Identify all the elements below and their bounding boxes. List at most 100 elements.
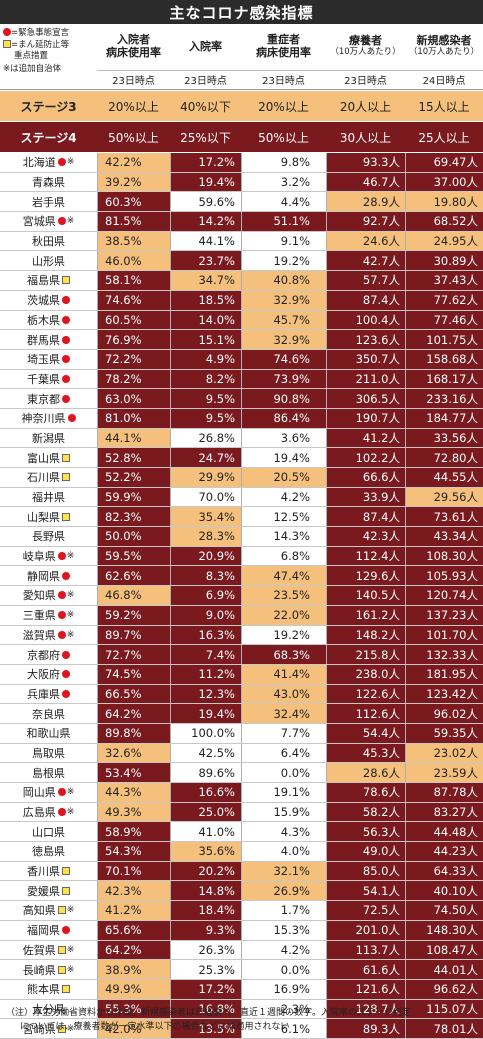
red-circle-icon xyxy=(57,552,66,561)
new-cases-cell: 77.46人 xyxy=(405,310,483,330)
column-divider xyxy=(405,212,406,231)
column-divider xyxy=(170,960,171,979)
prefecture-name: 奈良県 xyxy=(32,707,65,721)
admission-rate-cell: 35.4% xyxy=(170,507,241,527)
column-divider xyxy=(97,802,98,822)
severe-bed-usage-cell: 2.3% xyxy=(280,1001,310,1016)
prefecture-cell: 群馬県 xyxy=(0,330,97,349)
admission-rate-cell: 70.0% xyxy=(198,490,235,505)
prefecture-name: 山形県 xyxy=(32,254,65,268)
admission-rate-cell: 42.5% xyxy=(198,745,235,760)
bed-usage-cell: 52.2% xyxy=(97,468,170,487)
yellow-square-icon xyxy=(62,985,70,994)
recuperating-cell: 306.5人 xyxy=(326,389,405,408)
severe-bed-usage-cell: 73.9% xyxy=(241,369,326,389)
new-cases-cell: 64.33人 xyxy=(405,861,483,881)
red-circle-icon xyxy=(57,611,66,620)
table-row: 和歌山県 89.8% 100.0% 7.7% 54.4人 59.35人 xyxy=(0,723,483,744)
prefecture-name: 和歌山県 xyxy=(26,727,71,741)
severe-bed-usage-cell: 47.4% xyxy=(241,566,326,586)
admission-rate-cell: 19.4% xyxy=(170,172,241,192)
admission-rate-cell: 100.0% xyxy=(191,726,235,741)
column-divider xyxy=(405,802,406,822)
new-cases-cell: 33.56人 xyxy=(405,428,483,448)
prefecture-name: 秋田県 xyxy=(32,235,65,249)
column-divider xyxy=(97,448,98,467)
bed-usage-cell: 78.2% xyxy=(97,369,170,389)
admission-rate-cell: 14.2% xyxy=(170,212,241,231)
column-divider xyxy=(405,920,406,940)
column-divider xyxy=(405,979,406,999)
prefecture-cell: 島根県 xyxy=(0,763,97,782)
recuperating-cell: 54.4人 xyxy=(326,723,405,743)
table-row: 滋賀県 ※ 89.7% 16.3% 19.2% 148.2人 101.70人 xyxy=(0,625,483,646)
status-marker xyxy=(57,217,66,226)
stage3-threshold: 20人以上 xyxy=(339,99,392,114)
column-divider xyxy=(241,389,242,408)
bed-usage-cell: 60.3% xyxy=(97,192,170,212)
new-cases-cell: 181.95人 xyxy=(405,664,483,684)
recuperating-cell: 102.2人 xyxy=(326,448,405,467)
new-cases-cell: 184.77人 xyxy=(405,408,483,428)
footnote: （注）厚生労働省資料から作成。新規感染者は日経調べ、直近１週間の数字。入院率のス… xyxy=(0,1003,483,1039)
column-divider xyxy=(326,999,327,1019)
column-divider xyxy=(405,605,406,625)
prefecture-name: 静岡県 xyxy=(27,569,60,583)
status-marker xyxy=(57,906,66,915)
column-divider xyxy=(170,704,171,723)
column-divider xyxy=(326,881,327,901)
column-divider xyxy=(405,172,406,192)
status-marker xyxy=(62,571,70,580)
table-row: 山梨県 82.3% 35.4% 12.5% 87.4人 73.61人 xyxy=(0,507,483,528)
prefecture-cell: 愛知県 ※ xyxy=(0,586,97,605)
stage3-threshold: 20%以上 xyxy=(108,99,159,114)
prefecture-name: 岩手県 xyxy=(32,195,65,209)
recuperating-cell: 41.2人 xyxy=(326,428,405,448)
added-note-mark: ※ xyxy=(66,905,75,916)
column-divider xyxy=(405,704,406,723)
status-marker xyxy=(57,1024,66,1033)
bed-usage-cell: 72.7% xyxy=(97,645,170,664)
column-divider xyxy=(326,861,327,881)
recuperating-cell: 45.3人 xyxy=(326,743,405,763)
column-divider xyxy=(326,546,327,566)
column-divider xyxy=(405,546,406,566)
prefecture-name: 長野県 xyxy=(32,530,65,544)
prefecture-cell: 神奈川県 xyxy=(0,409,97,428)
column-header-bed-usage: 入院者 病床使用率 xyxy=(97,24,170,68)
new-cases-cell: 30.89人 xyxy=(405,251,483,271)
column-divider xyxy=(405,290,406,310)
table-row: 秋田県 38.5% 44.1% 9.1% 24.6人 24.95人 xyxy=(0,231,483,252)
column-divider xyxy=(326,605,327,625)
prefecture-cell: 愛媛県 xyxy=(0,881,97,900)
yellow-square-icon xyxy=(62,473,70,482)
prefecture-name: 岡山県 xyxy=(22,786,56,800)
status-marker xyxy=(57,591,66,600)
recuperating-cell: 201.0人 xyxy=(326,920,405,940)
recuperating-cell: 42.3人 xyxy=(326,527,405,546)
bed-usage-cell: 42.0% xyxy=(97,1019,170,1038)
column-divider xyxy=(241,349,242,369)
column-divider xyxy=(405,743,406,763)
column-divider xyxy=(241,684,242,704)
status-marker xyxy=(62,926,70,935)
column-divider xyxy=(170,783,171,802)
column-divider xyxy=(97,408,98,428)
severe-bed-usage-cell: 6.1% xyxy=(280,1021,310,1036)
column-divider xyxy=(405,408,406,428)
recuperating-cell: 54.1人 xyxy=(326,881,405,901)
status-marker xyxy=(62,886,70,895)
bed-usage-cell: 58.1% xyxy=(97,271,170,290)
column-divider xyxy=(170,940,171,960)
stage3-threshold: 20%以上 xyxy=(258,99,309,114)
prefecture-name: 大阪府 xyxy=(27,668,60,682)
severe-bed-usage-cell: 12.5% xyxy=(273,509,310,524)
column-divider xyxy=(326,822,327,842)
red-circle-icon xyxy=(62,355,70,364)
bed-usage-cell: 89.8% xyxy=(97,723,170,743)
column-divider xyxy=(405,842,406,861)
table-row: 兵庫県 66.5% 12.3% 43.0% 122.6人 123.42人 xyxy=(0,684,483,705)
column-divider xyxy=(326,763,327,782)
column-divider xyxy=(97,605,98,625)
severe-bed-usage-cell: 22.0% xyxy=(241,605,326,625)
